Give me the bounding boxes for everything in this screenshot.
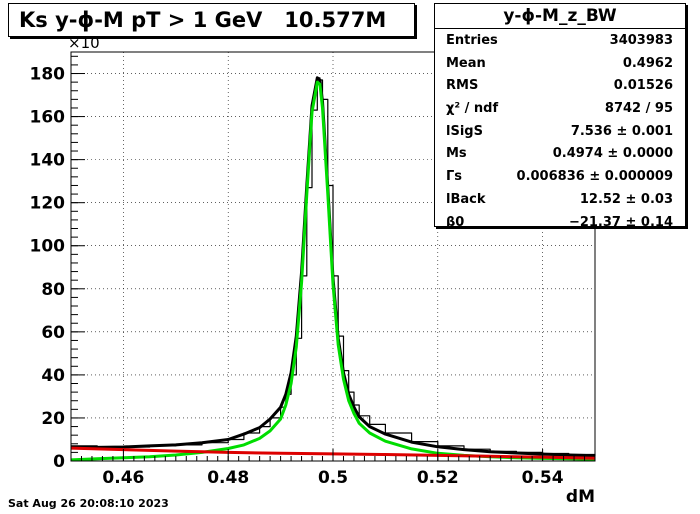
stats-row-lback: lBack 12.52 ± 0.03	[435, 188, 685, 211]
series-total-fit	[70, 76, 596, 458]
stats-key: Ms	[446, 146, 467, 162]
chart-title: Ks y-ϕ-M pT > 1 GeV 10.577M	[19, 8, 387, 32]
y-tick-label: 120	[30, 194, 66, 214]
stats-value: 0.006836 ± 0.000009	[516, 169, 673, 185]
y-tick-label: 60	[41, 323, 65, 343]
y-tick-label: 20	[41, 409, 65, 429]
timestamp-footer: Sat Aug 26 20:08:10 2023	[8, 497, 169, 510]
y-tick-label: 0	[53, 452, 65, 472]
stats-row-rms: RMS 0.01526	[435, 74, 685, 97]
stats-row-gamma: Γs 0.006836 ± 0.000009	[435, 165, 685, 188]
stats-value: 0.4962	[622, 55, 673, 71]
x-tick-label: 0.48	[207, 468, 249, 488]
stats-value: −21.37 ± 0.14	[568, 214, 673, 230]
stats-key: RMS	[446, 78, 479, 94]
stats-box: y-ϕ-M_z_BW Entries 3403983 Mean 0.4962 R…	[434, 3, 686, 230]
y-tick-label: 100	[30, 237, 66, 257]
stats-value: 7.536 ± 0.001	[570, 123, 673, 139]
y-tick-label: 40	[41, 366, 65, 386]
y-tick-label: 180	[30, 65, 66, 85]
stats-key: χ² / ndf	[446, 101, 499, 117]
stats-key: lBack	[446, 191, 486, 207]
stats-value: 3403983	[609, 33, 673, 48]
stats-row-chi2: χ² / ndf 8742 / 95	[435, 97, 685, 120]
chart-title-box: Ks y-ϕ-M pT > 1 GeV 10.577M	[8, 3, 415, 37]
stats-key: Entries	[446, 33, 498, 48]
x-tick-label: 0.46	[102, 468, 144, 488]
stats-value: 0.4974 ± 0.0000	[552, 146, 673, 162]
y-tick-label: 80	[41, 280, 65, 300]
x-tick-label: 0.54	[522, 468, 564, 488]
stats-row-lsigs: lSigS 7.536 ± 0.001	[435, 120, 685, 143]
x-tick-label: 0.5	[318, 468, 348, 488]
stats-title: y-ϕ-M_z_BW	[435, 4, 685, 29]
x-axis-label: dM	[566, 487, 595, 507]
stats-value: 0.01526	[613, 78, 673, 94]
x-tick-label: 0.52	[417, 468, 459, 488]
stats-row-mean: Mean 0.4962	[435, 52, 685, 75]
axes: 0.46 0.48 0.5 0.52 0.54 0 20 40 60 80 100 120 140 160…	[30, 34, 596, 507]
stats-key: Mean	[446, 55, 486, 71]
stats-row-entries: Entries 3403983	[435, 29, 685, 52]
stats-row-beta0: β0 −21.37 ± 0.14	[435, 211, 685, 234]
stats-key: Γs	[446, 169, 463, 185]
y-multiplier-label: ×10	[68, 34, 100, 52]
y-tick-label: 140	[30, 151, 66, 171]
stats-row-ms: Ms 0.4974 ± 0.0000	[435, 142, 685, 165]
stats-key: β0	[446, 214, 465, 230]
stats-value: 8742 / 95	[604, 101, 673, 117]
stats-key: lSigS	[446, 123, 483, 139]
y-tick-label: 160	[30, 108, 66, 128]
stats-value: 12.52 ± 0.03	[579, 191, 673, 207]
